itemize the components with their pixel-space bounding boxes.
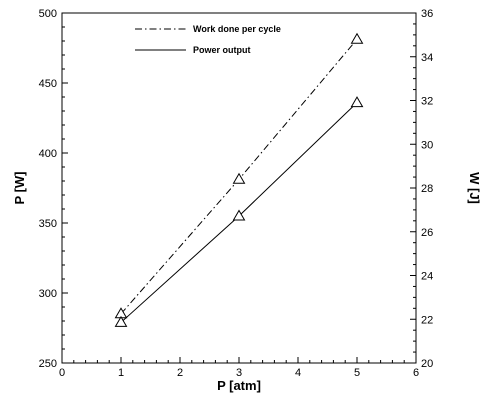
right-y-ticks: 20 22 24 26 28 30 32 34 36 xyxy=(410,8,433,370)
x-tick-label: 6 xyxy=(413,367,419,379)
x-tick-label: 2 xyxy=(177,367,183,379)
left-y-ticks: 250 300 350 400 450 500 xyxy=(39,8,68,370)
x-tick-label: 3 xyxy=(236,367,242,379)
series-1-marker xyxy=(232,209,246,221)
x-tick-label: 0 xyxy=(59,367,65,379)
series-0-marker xyxy=(232,172,246,184)
x-axis-title: P [atm] xyxy=(217,378,261,393)
left-y-tick-label: 450 xyxy=(39,78,57,90)
series-1-marker xyxy=(114,315,128,327)
left-y-axis-title: P [W] xyxy=(12,172,27,205)
x-tick-label: 4 xyxy=(295,367,301,379)
series-1-marker xyxy=(350,96,364,108)
right-y-tick-label: 24 xyxy=(421,271,433,283)
left-y-tick-label: 350 xyxy=(39,218,57,230)
left-y-tick-label: 400 xyxy=(39,148,57,160)
right-y-tick-label: 20 xyxy=(421,358,433,370)
right-y-tick-label: 26 xyxy=(421,227,433,239)
x-tick-label: 1 xyxy=(118,367,124,379)
plot-frame xyxy=(61,12,417,364)
x-ticks: 0 1 2 3 4 5 6 xyxy=(59,357,419,379)
right-y-tick-label: 28 xyxy=(421,183,433,195)
right-y-tick-label: 30 xyxy=(421,139,433,151)
legend-label-power: Power output xyxy=(193,45,251,55)
right-y-tick-label: 32 xyxy=(421,96,433,108)
right-y-axis-title: W [J] xyxy=(467,172,482,204)
left-y-tick-label: 300 xyxy=(39,288,57,300)
right-y-tick-label: 22 xyxy=(421,314,433,326)
legend: Work done per cycle Power output xyxy=(135,24,281,55)
right-y-tick-label: 34 xyxy=(421,52,433,64)
right-y-tick-label: 36 xyxy=(421,8,433,20)
legend-label-work: Work done per cycle xyxy=(193,24,281,34)
series-layer xyxy=(114,32,364,327)
x-tick-label: 5 xyxy=(354,367,360,379)
left-y-tick-label: 500 xyxy=(39,8,57,20)
left-y-tick-label: 250 xyxy=(39,358,57,370)
series-0-marker xyxy=(350,32,364,44)
